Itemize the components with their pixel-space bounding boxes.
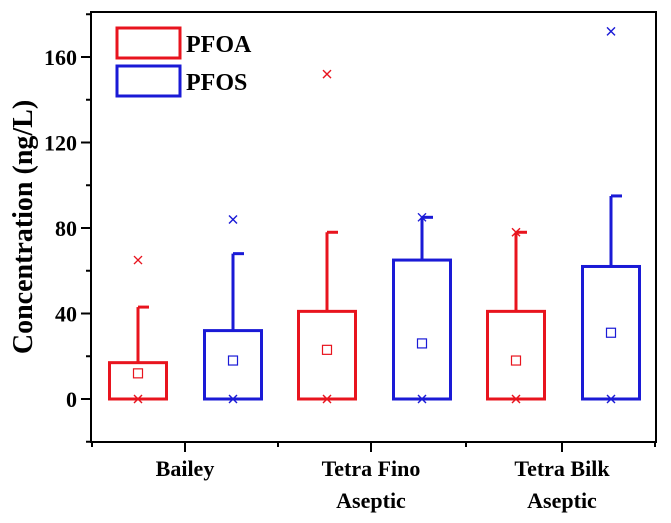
box-rect (486, 309, 546, 401)
box-rect (297, 309, 357, 401)
min-marker (228, 394, 238, 404)
y-axis: 0 40 80 120 160 (44, 13, 91, 443)
x-tick-label: Aseptic (527, 488, 597, 513)
mean-marker (605, 327, 617, 338)
max-marker (417, 212, 427, 222)
box-rect (108, 361, 168, 401)
max-marker (606, 26, 616, 36)
min-marker (511, 394, 521, 404)
max-marker (511, 227, 521, 237)
min-marker (322, 394, 332, 404)
box-pfoa-1 (297, 69, 357, 404)
cross-stroke (322, 69, 332, 79)
min-marker (133, 394, 143, 404)
x-axis: Bailey Tetra Fino Aseptic Tetra Bilk Aseptic (91, 442, 656, 513)
mean-marker (132, 368, 144, 379)
mean-marker (227, 355, 239, 366)
legend-label-pfoa: PFOA (186, 32, 252, 58)
legend-swatch-pfoa (115, 26, 182, 60)
box-series (108, 26, 641, 404)
x-tick-label: Tetra Bilk (514, 456, 610, 481)
box-rect (392, 258, 452, 401)
y-tick-label: 80 (55, 216, 77, 241)
box-pfos-1 (392, 212, 452, 404)
x-tick-label: Tetra Fino (322, 456, 421, 481)
max-marker (322, 69, 332, 79)
box-pfoa-0 (108, 255, 168, 404)
cross-stroke (417, 212, 427, 222)
min-marker (606, 394, 616, 404)
cross-stroke (511, 394, 521, 404)
max-marker (228, 214, 238, 224)
legend-swatch-pfos (115, 64, 182, 98)
y-tick-label: 160 (44, 45, 77, 70)
mean-marker (510, 355, 522, 366)
y-axis-title: Concentration (ng/L) (8, 100, 39, 354)
x-tick-label: Bailey (156, 456, 215, 481)
mean-marker (416, 338, 428, 349)
y-tick-label: 40 (55, 302, 77, 327)
cross-stroke (228, 214, 238, 224)
cross-stroke (228, 394, 238, 404)
box-pfos-2 (581, 26, 641, 404)
cross-stroke (322, 394, 332, 404)
cross-stroke (417, 394, 427, 404)
mean-marker (321, 344, 333, 355)
max-marker (133, 255, 143, 265)
cross-stroke (606, 394, 616, 404)
cross-stroke (511, 227, 521, 237)
box-pfoa-2 (486, 227, 546, 404)
legend-label-pfos: PFOS (186, 70, 247, 96)
x-tick-label: Aseptic (336, 488, 406, 513)
min-marker (417, 394, 427, 404)
box-pfos-0 (203, 214, 263, 404)
box-rect (581, 264, 641, 401)
legend: PFOA PFOS (115, 26, 252, 98)
cross-stroke (133, 394, 143, 404)
y-tick-label: 0 (66, 387, 77, 412)
cross-stroke (606, 26, 616, 36)
cross-stroke (133, 255, 143, 265)
y-tick-label: 120 (44, 131, 77, 156)
